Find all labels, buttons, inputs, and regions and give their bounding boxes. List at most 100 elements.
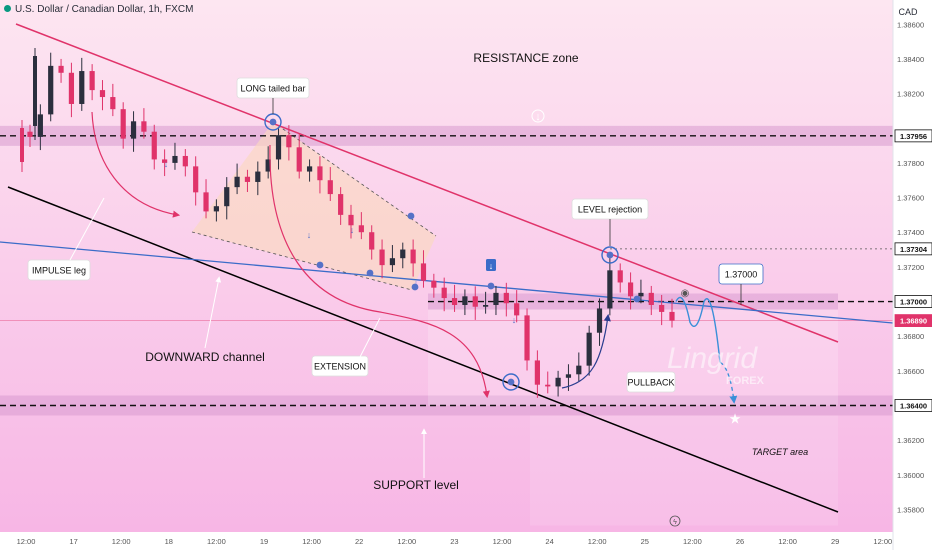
price-label-tag: 1.37304: [894, 242, 932, 256]
projection-path: [675, 296, 721, 363]
price-axis[interactable]: 1.35800 1.36000 1.36200 1.36600 1.36800 1.372…: [894, 20, 932, 514]
candle: [317, 166, 323, 181]
candle: [286, 135, 292, 148]
y-tick-label: 1.36800: [897, 332, 924, 341]
level-callout-label-text: 1.37000: [725, 270, 758, 280]
pivot-dot: [633, 295, 641, 303]
price-label-tag: 1.36400: [894, 399, 932, 412]
candle: [545, 384, 551, 387]
candle: [607, 270, 613, 309]
y-tick-label: 1.38400: [897, 55, 924, 64]
resistance-channel-line: [15, 23, 839, 343]
price-label-text: 1.37956: [900, 132, 927, 141]
resistance-zone-label: RESISTANCE zone: [473, 51, 578, 65]
x-tick-label: 29: [831, 537, 839, 546]
zone-layer: [0, 121, 893, 526]
pivot-dot: [269, 118, 277, 126]
candle: [33, 56, 37, 126]
pullback-arrow-path: [561, 313, 611, 389]
extension-pointer: [359, 317, 381, 358]
candle: [151, 131, 157, 160]
target-area-label: TARGET area: [752, 447, 808, 457]
extension-label-box: [311, 355, 369, 377]
candle: [659, 304, 665, 312]
support-channel-line: [7, 186, 839, 513]
candle: [120, 109, 126, 139]
extension-label-text: EXTENSION: [314, 362, 366, 372]
price-label-box: [894, 399, 932, 412]
symbol-title[interactable]: U.S. Dollar / Canadian Dollar, 1h, FXCM: [4, 4, 193, 15]
impulse-leg-pointer: [69, 197, 105, 261]
candle: [182, 155, 188, 167]
y-tick-label: 1.36000: [897, 471, 924, 480]
y-tick-label: 1.37600: [897, 194, 924, 203]
candle: [213, 206, 219, 212]
lightning-icon: [669, 515, 681, 527]
impulse-arrow-path: [91, 111, 181, 218]
watermark-logo-sub: FOREX: [726, 375, 765, 387]
price-label-tag: 1.37000: [894, 295, 932, 308]
candle: [327, 180, 333, 195]
price-axis-panel[interactable]: [893, 0, 932, 550]
candle: [306, 166, 313, 172]
candle: [472, 296, 478, 307]
candle: [244, 176, 251, 182]
candle: [338, 194, 344, 215]
candle: [524, 315, 530, 361]
triangle-pattern: [192, 122, 436, 290]
price-label-text: 1.37000: [900, 298, 927, 307]
projection-target-arrow: [719, 361, 738, 404]
annotation-labels: RESISTANCE zone LONG tailed bar IMPULSE le…: [27, 51, 808, 492]
signal-arrow-icon: ↓: [350, 225, 355, 235]
annotation-circle: [502, 373, 520, 391]
x-tick-label: 26: [736, 537, 744, 546]
candle: [638, 292, 644, 297]
candle: [534, 360, 540, 385]
x-tick-label: 12:00: [778, 537, 797, 546]
time-axis[interactable]: 12:00 17 12:00 18 12:00 19 12:00 22 12:00 23 12:00…: [17, 537, 893, 546]
extension-label: EXTENSION: [311, 355, 369, 377]
y-tick-label: 1.38600: [897, 20, 924, 29]
candle: [493, 292, 499, 305]
x-tick-label: 12:00: [873, 537, 892, 546]
support-level-label: SUPPORT level: [373, 478, 459, 492]
candle: [576, 365, 582, 375]
annotation-layer: ★ ↓ ↓ ◉ ϟ ↓ ↓ ↓ ↓ ↓: [91, 109, 742, 527]
candle: [514, 303, 520, 316]
candle: [296, 147, 302, 172]
trend-lines-layer: [0, 23, 894, 513]
x-tick-label: 12:00: [493, 537, 512, 546]
candle: [441, 287, 447, 299]
candle: [503, 292, 509, 304]
candle: [110, 97, 116, 110]
eye-icon: ◉: [681, 288, 690, 299]
signal-arrow-icon: ↓: [307, 230, 312, 240]
triangle-lower-edge: [191, 231, 413, 291]
y-tick-label: 1.35800: [897, 505, 924, 514]
candles-layer[interactable]: [20, 48, 675, 398]
impulse-leg-label-text: IMPULSE leg: [32, 266, 86, 276]
time-axis-panel[interactable]: [0, 532, 893, 550]
lightning-glyph: ϟ: [673, 519, 677, 526]
pivot-dot: [366, 269, 374, 277]
price-label-tag: 1.37956: [894, 129, 932, 143]
pivot-dot: [606, 251, 614, 259]
price-label-text: 1.36400: [900, 401, 927, 410]
target-star-icon: ★: [729, 410, 742, 426]
x-tick-label: 12:00: [17, 537, 36, 546]
down-arrow-circle-icon: [531, 109, 545, 123]
symbol-title-text: U.S. Dollar / Canadian Dollar, 1h, FXCM: [15, 4, 194, 15]
candle: [89, 71, 95, 91]
candle: [596, 308, 603, 333]
x-tick-label: 12:00: [302, 537, 321, 546]
candle: [410, 249, 416, 264]
price-label-tag: 1.36890: [894, 314, 932, 327]
candle: [431, 280, 437, 288]
long-tailed-bar-label-text: LONG tailed bar: [240, 84, 305, 94]
pullback-label-box: [626, 371, 676, 393]
candle: [27, 131, 33, 137]
candle: [48, 65, 54, 115]
x-tick-label: 12:00: [683, 537, 702, 546]
target-area-box: [530, 415, 838, 526]
